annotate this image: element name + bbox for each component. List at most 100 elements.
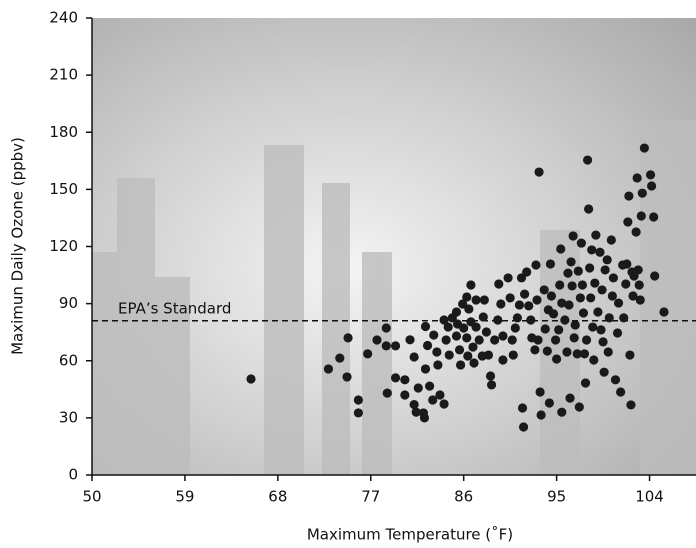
point [616,387,626,397]
point [628,291,638,301]
point [390,341,401,351]
point [544,398,554,408]
point [372,335,382,345]
point [522,267,532,277]
point [498,331,508,341]
point [633,265,643,275]
point [451,331,462,341]
point [469,358,479,368]
point [603,347,613,357]
y-tick-label: 30 [59,408,78,426]
point [505,293,515,303]
point [584,204,594,214]
point [454,345,465,355]
point [508,350,518,360]
point [405,335,415,345]
point [564,300,574,310]
point [323,364,334,374]
point [555,280,565,290]
point [556,244,566,254]
point [598,337,608,347]
point [589,355,599,365]
point [435,390,445,400]
x-axis-title: Maximum Temperature (˚F) [307,526,513,544]
point [428,395,438,405]
point [518,422,529,432]
point [419,413,430,423]
point [381,323,391,333]
point [572,349,582,359]
point [590,278,600,288]
point [409,399,419,410]
point [471,322,481,332]
point [382,388,392,398]
point [545,259,556,269]
point [534,167,544,177]
point [498,355,508,365]
point [578,308,589,318]
point [516,273,527,283]
point [596,325,606,335]
point [650,271,660,281]
point [533,335,543,345]
point [595,247,605,257]
point [591,230,601,240]
point [612,328,623,338]
point [479,295,489,305]
point [400,390,410,400]
point [631,227,641,237]
point [503,273,513,283]
point [531,260,541,270]
point [455,360,466,370]
point [576,238,586,248]
y-tick-label: 120 [49,237,78,255]
point [550,335,561,345]
point [546,291,557,301]
point [514,300,525,310]
point [524,301,534,311]
point [649,212,659,222]
point [381,341,391,351]
x-tick-label: 77 [361,488,380,506]
point [444,350,454,360]
point [587,245,597,255]
x-tick-label: 59 [175,488,194,506]
point [429,330,439,340]
point [542,346,552,356]
point [459,323,469,333]
point [400,375,410,385]
point [483,350,494,360]
point [433,360,443,370]
y-axis-title: Maximun Daily Ozone (ppbv) [9,137,27,355]
point [610,375,621,385]
point [622,259,632,269]
point [557,407,567,417]
point [353,395,363,405]
point [486,380,497,390]
point [539,285,549,295]
point [510,323,520,333]
y-tick-label: 60 [59,351,78,369]
point [613,298,624,308]
point [353,408,363,418]
point [425,381,435,391]
point [420,364,431,374]
point [335,353,345,363]
point [413,383,423,393]
point [581,335,592,345]
point [458,299,468,309]
point [604,313,614,323]
point [494,279,504,289]
point [579,349,590,359]
point [588,322,598,332]
point [471,295,481,305]
point [462,333,472,343]
y-tick-label: 210 [49,66,78,84]
point [481,327,492,337]
point [560,315,570,325]
point [443,322,453,332]
point [569,333,579,343]
y-tick-label: 150 [49,180,78,198]
point [530,345,540,355]
point [577,280,588,290]
